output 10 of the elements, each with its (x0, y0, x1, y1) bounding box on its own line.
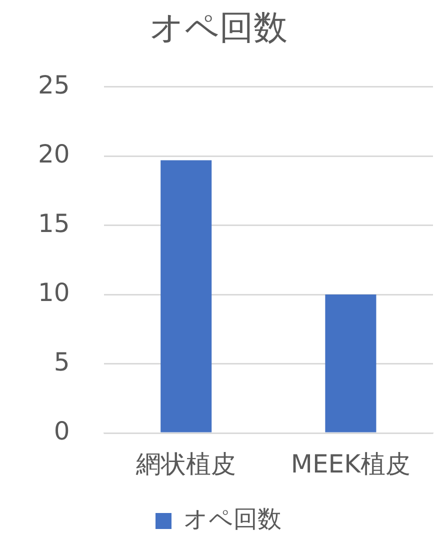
y-tick-label: 20 (38, 140, 70, 169)
chart-title: オペ回数 (150, 8, 288, 48)
x-tick-label: MEEK植皮 (290, 450, 410, 478)
y-tick-label: 0 (54, 416, 70, 446)
x-tick-label: 網状植皮 (135, 450, 236, 478)
y-tick-label: 15 (38, 208, 70, 238)
legend-label: オペ回数 (184, 505, 282, 534)
y-tick-label: 5 (54, 347, 70, 376)
y-tick-label: 10 (38, 278, 70, 308)
y-tick-label: 25 (38, 70, 70, 100)
